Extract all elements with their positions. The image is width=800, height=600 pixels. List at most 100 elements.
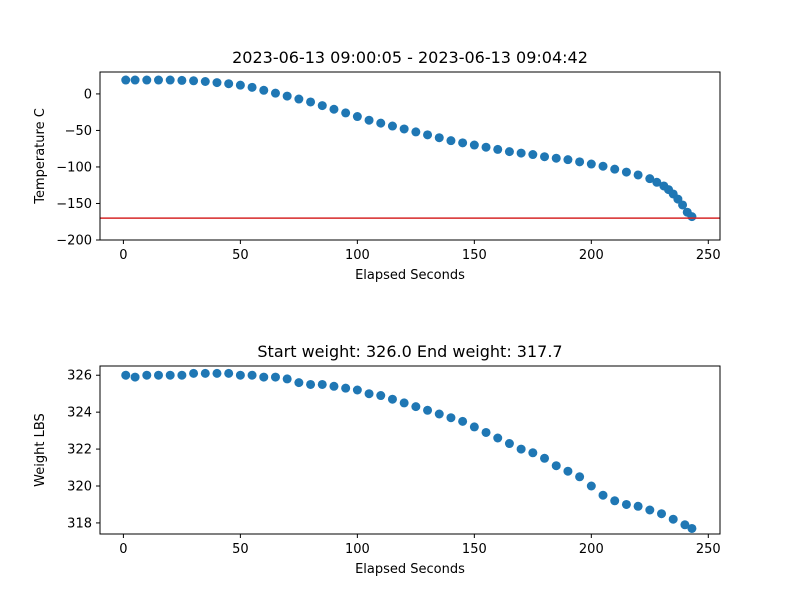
temperature-y-tick-label: −200 — [56, 234, 92, 249]
temperature-data-point — [247, 82, 257, 92]
temperature-data-point — [458, 138, 468, 148]
weight-data-point — [200, 368, 210, 378]
temperature-data-point — [270, 88, 280, 98]
weight-data-point — [306, 379, 316, 389]
weight-data-point — [516, 444, 526, 454]
weight-x-tick-label: 50 — [232, 542, 249, 557]
weight-data-point — [598, 490, 608, 500]
weight-data-point — [329, 381, 339, 391]
weight-data-point — [423, 405, 433, 415]
temperature-y-tick-label: −100 — [56, 160, 92, 175]
temperature-data-point — [469, 140, 479, 150]
weight-data-point — [493, 433, 503, 443]
temperature-data-point — [481, 142, 491, 152]
weight-data-point — [668, 514, 678, 524]
weight-data-point — [247, 370, 257, 380]
temperature-data-point — [598, 161, 608, 171]
temperature-x-tick-label: 0 — [119, 248, 127, 263]
weight-data-point — [610, 496, 620, 506]
weight-data-point — [294, 378, 304, 388]
weight-data-point — [563, 466, 573, 476]
weight-data-point — [575, 472, 585, 482]
temperature-data-point — [329, 104, 339, 114]
temperature-x-axis-label: Elapsed Seconds — [355, 268, 465, 283]
weight-data-point — [165, 370, 175, 380]
weight-data-point — [142, 370, 152, 380]
weight-data-point — [586, 481, 596, 491]
weight-data-point — [130, 372, 140, 382]
temperature-data-point — [259, 85, 269, 95]
weight-chart: 0 50 100 150 200 250 318 320 322 324 326 Start we… — [33, 342, 721, 577]
weight-data-point — [177, 370, 187, 380]
weight-data-point — [687, 523, 697, 533]
weight-y-tick-label: 318 — [67, 516, 92, 531]
temperature-data-point — [153, 75, 163, 85]
weight-data-point — [528, 448, 538, 458]
temperature-x-tick-label: 250 — [696, 248, 721, 263]
weight-x-axis-label: Elapsed Seconds — [355, 562, 465, 577]
temperature-data-point — [364, 115, 374, 125]
weight-data-point — [657, 509, 667, 519]
temperature-y-axis-label: Temperature C — [33, 108, 48, 205]
weight-data-point — [282, 374, 292, 384]
temperature-data-point — [528, 150, 538, 160]
weight-data-point — [189, 368, 199, 378]
weight-data-point — [317, 379, 327, 389]
weight-data-point — [633, 501, 643, 511]
weight-x-tick-label: 150 — [462, 542, 487, 557]
weight-data-point — [153, 370, 163, 380]
temperature-data-point — [341, 108, 351, 118]
weight-y-tick-label: 322 — [67, 443, 92, 458]
temperature-data-point — [504, 147, 514, 157]
weight-x-tick-label: 200 — [579, 542, 604, 557]
temperature-data-point — [575, 157, 585, 167]
weight-data-point — [235, 370, 245, 380]
weight-y-ticks: 318 320 322 324 326 — [67, 369, 100, 531]
temperature-data-point — [434, 133, 444, 143]
temperature-y-ticks: 0 −50 −100 −150 −200 — [56, 87, 100, 249]
weight-data-point — [434, 409, 444, 419]
weight-x-tick-label: 250 — [696, 542, 721, 557]
temperature-data-point — [621, 167, 631, 177]
temperature-data-point — [189, 76, 199, 86]
weight-data-point — [680, 520, 690, 530]
weight-data-point — [446, 413, 456, 423]
weight-data-point — [504, 439, 514, 449]
temperature-data-point — [224, 79, 234, 89]
temperature-x-tick-label: 200 — [579, 248, 604, 263]
temperature-data-point — [423, 130, 433, 140]
weight-y-tick-label: 326 — [67, 369, 92, 384]
weight-x-tick-label: 100 — [345, 542, 370, 557]
temperature-x-tick-label: 50 — [232, 248, 249, 263]
temperature-y-tick-label: −50 — [65, 124, 92, 139]
temperature-markers — [121, 75, 697, 222]
temperature-data-point — [235, 80, 245, 90]
weight-data-point — [224, 368, 234, 378]
temperature-data-point — [563, 155, 573, 165]
temperature-data-point — [165, 75, 175, 85]
weight-data-point — [645, 505, 655, 515]
temperature-data-point — [130, 75, 140, 85]
temperature-x-tick-label: 150 — [462, 248, 487, 263]
temperature-data-point — [294, 94, 304, 104]
temperature-data-point — [493, 144, 503, 154]
temperature-axes-frame — [99, 71, 721, 241]
temperature-data-point — [352, 112, 362, 122]
temperature-data-point — [551, 153, 561, 163]
temperature-data-point — [282, 91, 292, 101]
weight-data-point — [399, 398, 409, 408]
weight-data-point — [364, 389, 374, 399]
weight-y-axis-label: Weight LBS — [33, 413, 48, 487]
weight-data-point — [481, 427, 491, 437]
temperature-data-point — [540, 152, 550, 162]
weight-data-point — [458, 416, 468, 426]
weight-data-point — [376, 391, 386, 401]
temperature-y-tick-label: 0 — [84, 87, 92, 102]
temperature-data-point — [306, 97, 316, 107]
weight-data-point — [212, 368, 222, 378]
temperature-x-tick-label: 100 — [345, 248, 370, 263]
weight-axes-frame — [99, 365, 721, 535]
temperature-data-point — [212, 78, 222, 88]
weight-markers — [121, 368, 697, 533]
